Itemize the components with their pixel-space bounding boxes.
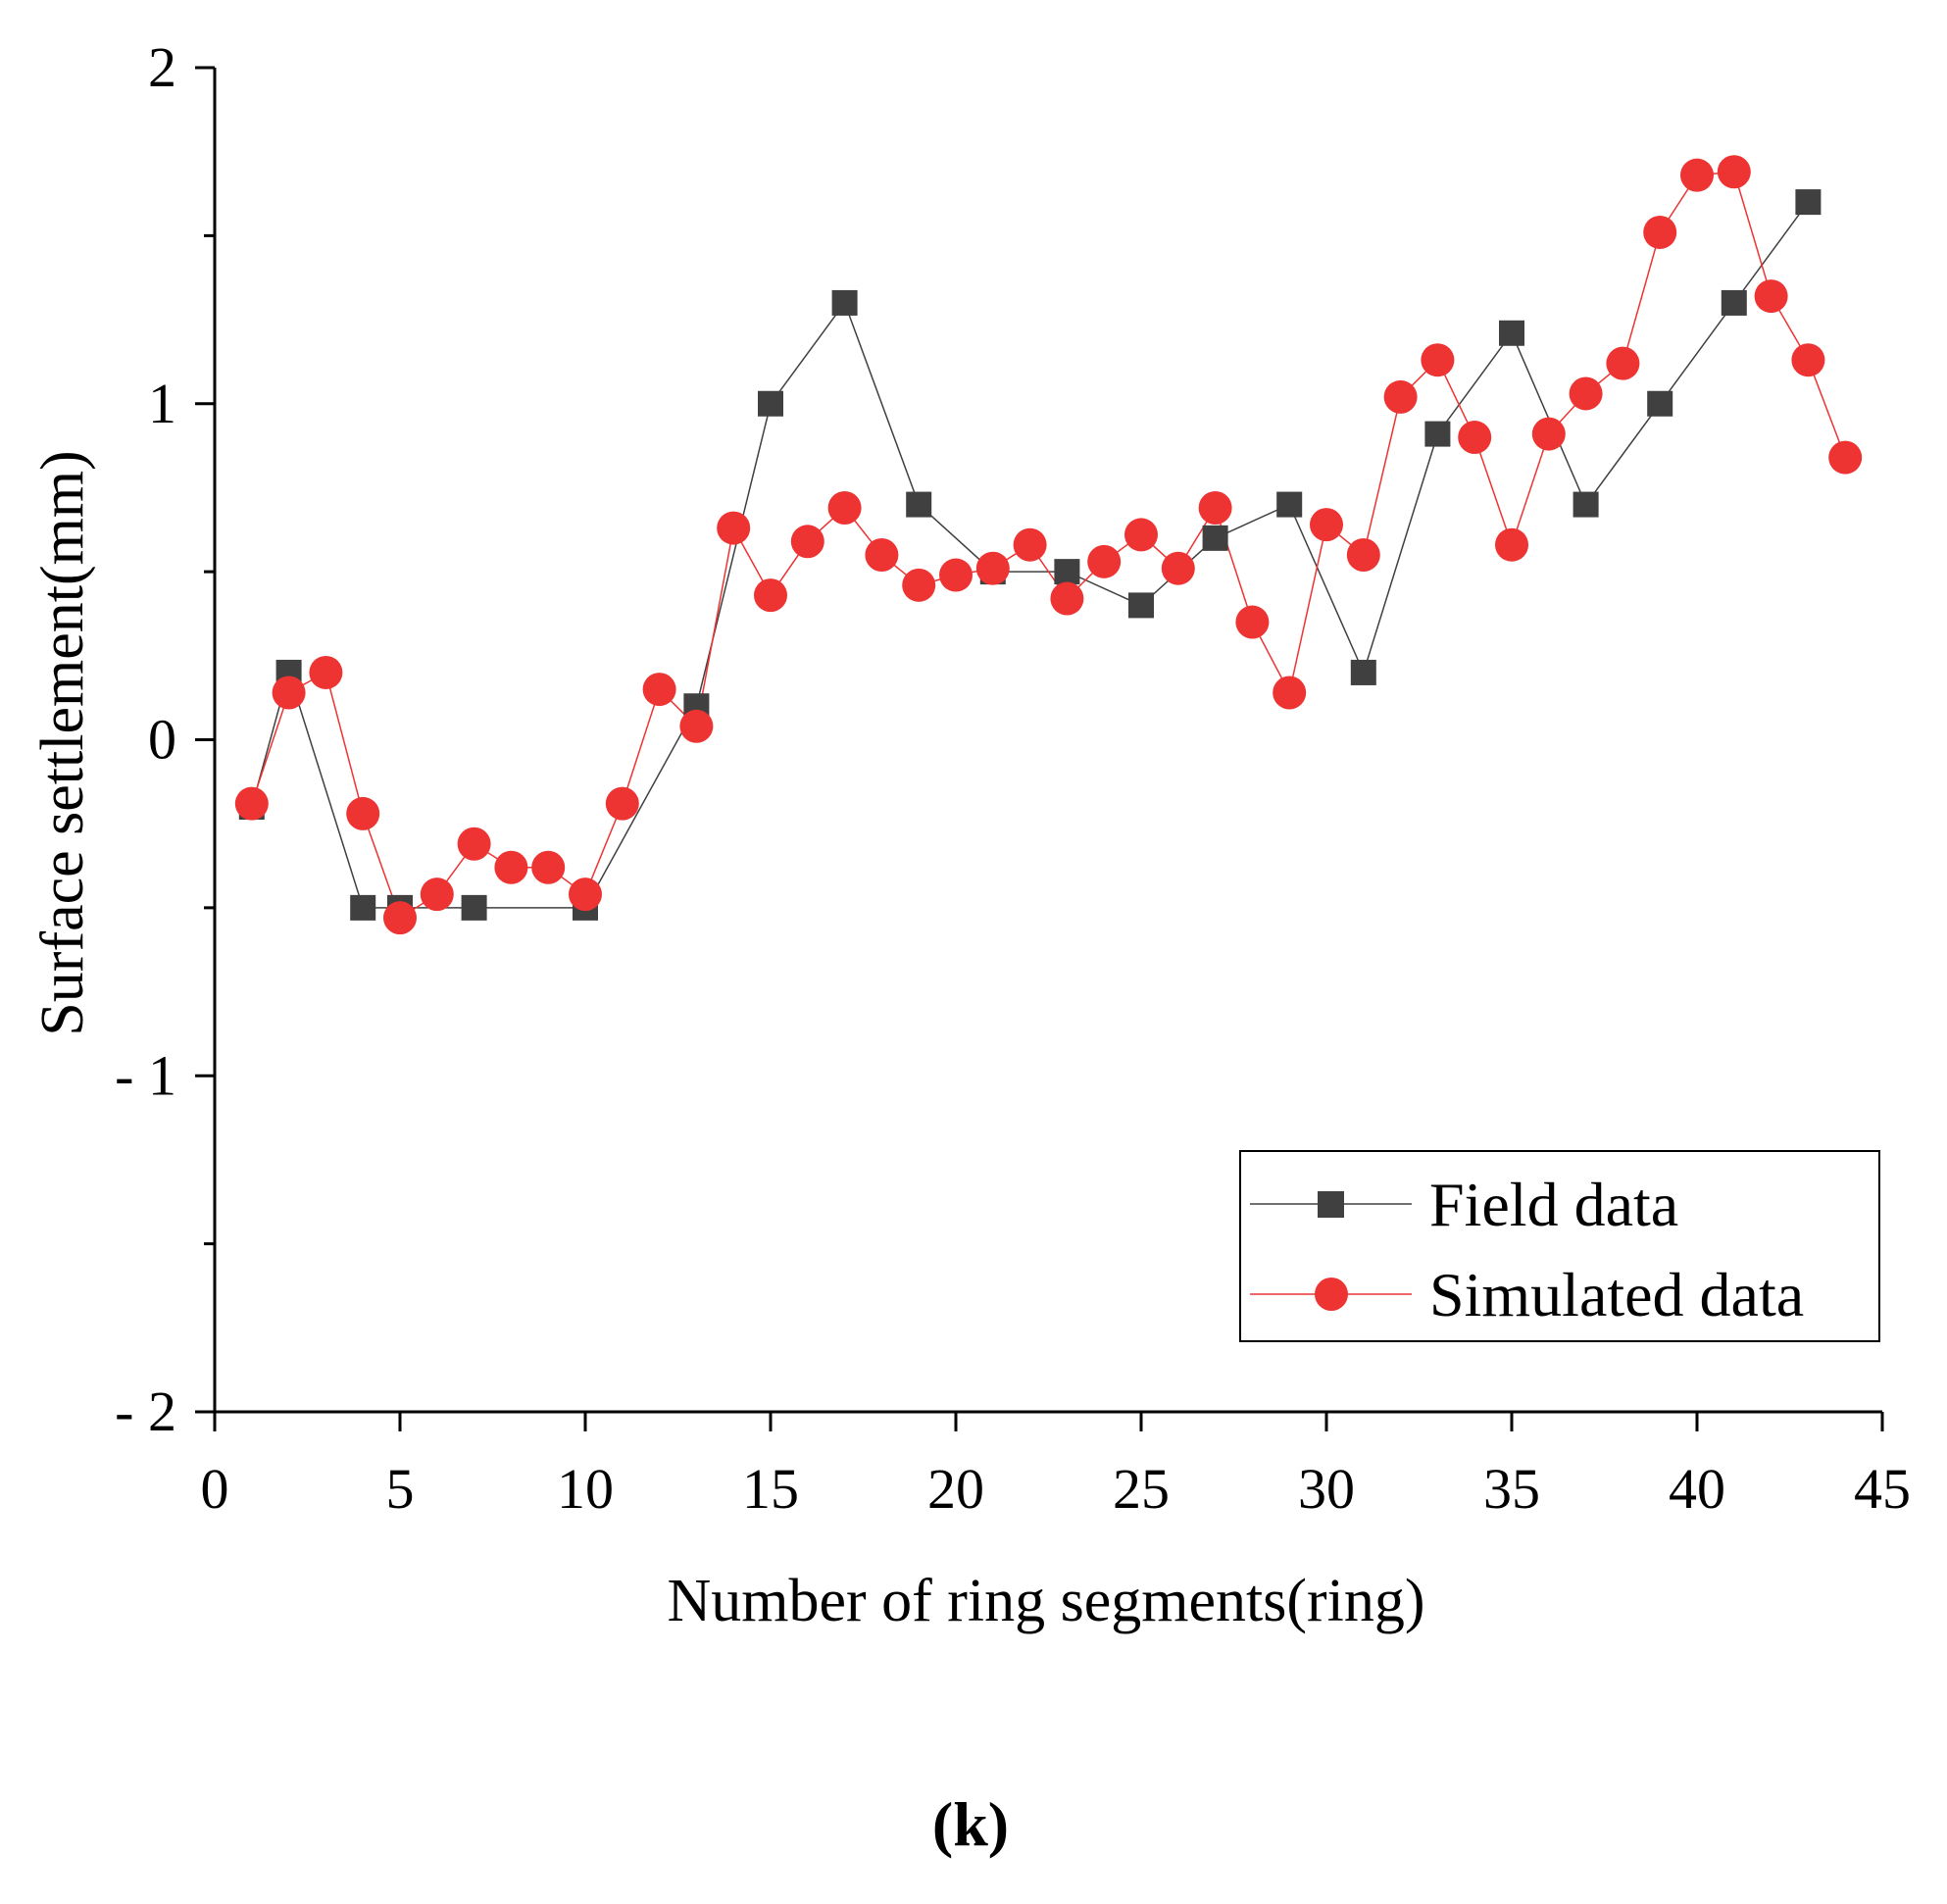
x-tick-label: 45 bbox=[1854, 1457, 1911, 1521]
simulated-data-point bbox=[1124, 518, 1158, 552]
field-data-point bbox=[906, 491, 932, 518]
simulated-data-point bbox=[346, 796, 380, 830]
panel-label: (k) bbox=[932, 1789, 1009, 1859]
simulated-data-point bbox=[383, 901, 417, 935]
field-data-point bbox=[1202, 525, 1228, 551]
simulated-data-point bbox=[754, 578, 787, 613]
simulated-data-point bbox=[234, 786, 269, 821]
simulated-data-point bbox=[1161, 551, 1195, 585]
simulated-data-point bbox=[1235, 605, 1270, 639]
field-data-point bbox=[1276, 491, 1303, 518]
legend: Field data Simulated data bbox=[1239, 1150, 1880, 1342]
x-tick-label: 30 bbox=[1298, 1457, 1355, 1521]
simulated-data-point bbox=[1680, 158, 1714, 192]
simulated-data-point bbox=[1458, 421, 1492, 455]
simulated-data-point bbox=[1531, 417, 1566, 451]
x-tick-label: 40 bbox=[1669, 1457, 1725, 1521]
x-tick-label: 20 bbox=[927, 1457, 984, 1521]
simulated-data-point bbox=[1754, 279, 1788, 314]
simulated-data-point bbox=[1346, 537, 1380, 572]
simulated-data-point bbox=[272, 676, 306, 710]
field-data-point bbox=[1573, 491, 1599, 518]
field-data-point bbox=[1795, 189, 1822, 216]
legend-box bbox=[1239, 1150, 1880, 1342]
legend-field-marker bbox=[1318, 1191, 1344, 1218]
simulated-data-point bbox=[1087, 544, 1122, 578]
field-data-point bbox=[831, 289, 858, 316]
simulated-data-point bbox=[865, 537, 899, 572]
simulated-data-point bbox=[1273, 676, 1307, 710]
y-tick-label: 2 bbox=[148, 35, 176, 99]
y-tick-label: 1 bbox=[148, 372, 176, 435]
simulated-data-point bbox=[605, 786, 639, 821]
x-tick-label: 25 bbox=[1113, 1457, 1170, 1521]
simulated-data-point bbox=[939, 558, 973, 592]
simulated-data-point bbox=[1606, 346, 1640, 380]
simulated-data-point bbox=[309, 655, 343, 689]
simulated-data-point bbox=[1310, 508, 1343, 542]
field-data-point bbox=[1128, 592, 1154, 619]
simulated-data-point bbox=[1198, 491, 1232, 526]
field-data-point bbox=[1721, 289, 1747, 316]
field-data-point bbox=[1350, 659, 1376, 685]
simulated-data-line bbox=[251, 171, 1846, 920]
simulated-data-point bbox=[1717, 155, 1751, 189]
simulated-data-point bbox=[494, 850, 528, 884]
simulated-data-point bbox=[531, 850, 566, 884]
simulated-data-point bbox=[717, 511, 751, 545]
simulated-data-point bbox=[457, 827, 491, 861]
simulated-data-point bbox=[679, 709, 714, 743]
simulated-data-point bbox=[790, 525, 824, 559]
simulated-data-point bbox=[1643, 215, 1677, 249]
field-data-point bbox=[1054, 559, 1080, 585]
x-tick-label: 15 bbox=[742, 1457, 799, 1521]
x-axis-title: Number of ring segments(ring) bbox=[667, 1568, 1424, 1634]
simulated-data-point bbox=[1383, 379, 1418, 414]
field-data-point bbox=[350, 894, 376, 921]
field-data-point bbox=[758, 390, 783, 417]
simulated-data-point bbox=[827, 491, 862, 526]
simulated-data-point bbox=[1828, 440, 1863, 475]
x-tick-label: 35 bbox=[1483, 1457, 1540, 1521]
legend-simulated-label: Simulated data bbox=[1429, 1260, 1804, 1329]
simulated-data-point bbox=[420, 877, 454, 912]
simulated-data-point bbox=[902, 568, 936, 602]
field-data-point bbox=[1424, 421, 1451, 447]
field-data-point bbox=[1647, 390, 1673, 417]
simulated-data-point bbox=[1791, 343, 1825, 377]
axes: 0 5 10 15 20 25 30 35 40 45 - 2 - 1 0 1 2 bbox=[115, 35, 1911, 1521]
y-tick-label: - 1 bbox=[115, 1043, 176, 1107]
y-tick-label: 0 bbox=[148, 708, 176, 772]
x-tick-label: 0 bbox=[201, 1457, 229, 1521]
simulated-data-point bbox=[642, 673, 676, 707]
x-tick-label: 10 bbox=[557, 1457, 614, 1521]
simulated-data-point bbox=[569, 877, 602, 912]
simulated-data-point bbox=[1013, 527, 1047, 562]
field-data-point bbox=[461, 894, 487, 921]
y-tick-label: - 2 bbox=[115, 1379, 176, 1443]
legend-field-label: Field data bbox=[1429, 1170, 1678, 1239]
simulated-data-point bbox=[1050, 581, 1084, 616]
legend-simulated-marker bbox=[1315, 1278, 1348, 1311]
simulated-data-point bbox=[1569, 376, 1603, 411]
series-markers bbox=[234, 155, 1863, 935]
simulated-data-point bbox=[975, 551, 1010, 585]
series-lines bbox=[251, 171, 1846, 920]
x-tick-label: 5 bbox=[386, 1457, 415, 1521]
simulated-data-point bbox=[1495, 527, 1528, 562]
simulated-data-point bbox=[1421, 343, 1455, 377]
field-data-point bbox=[1499, 320, 1524, 346]
y-axis-title: Surface settlement(mm) bbox=[29, 450, 96, 1035]
